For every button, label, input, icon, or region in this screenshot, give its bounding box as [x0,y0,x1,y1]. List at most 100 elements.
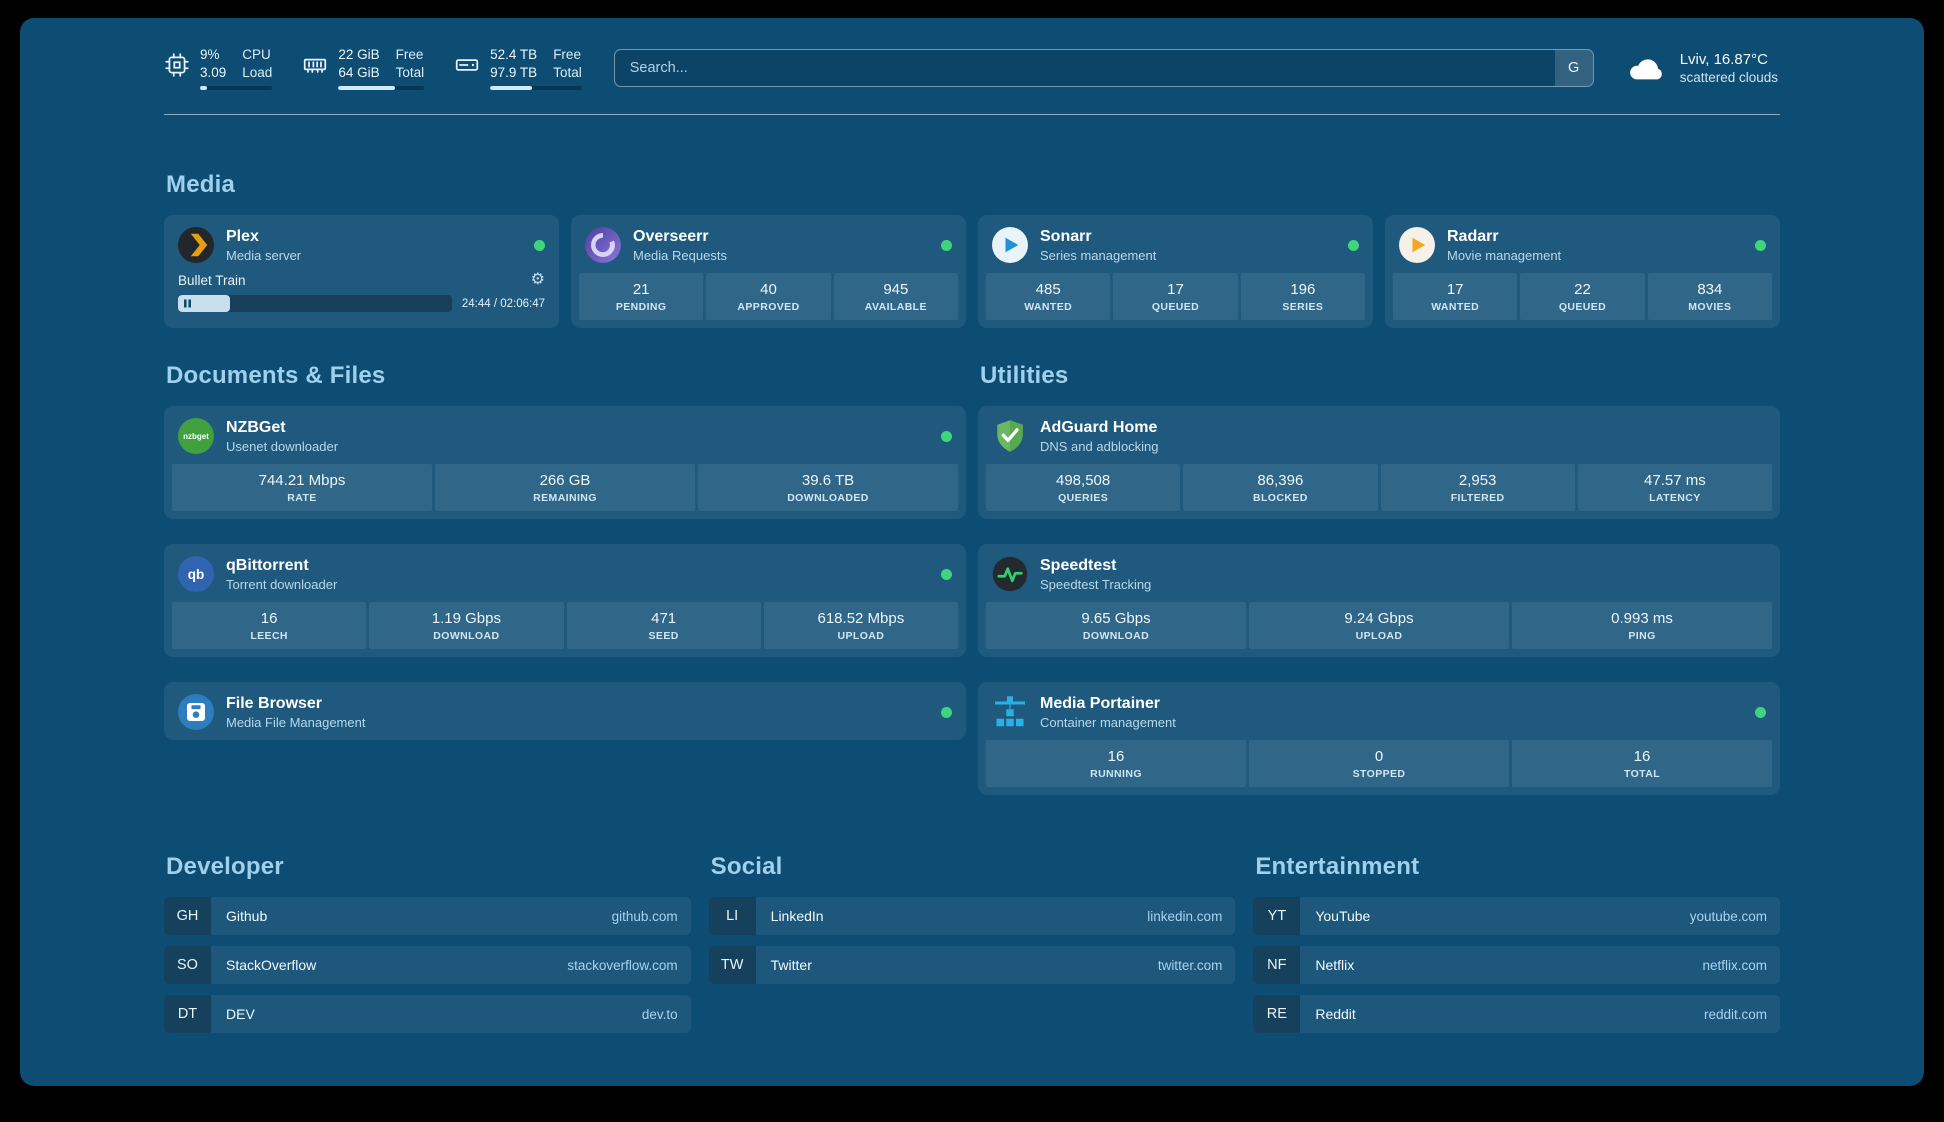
cloud-icon [1626,52,1668,84]
memory-widget: 22 GiB 64 GiB Free Total [302,46,425,91]
nzbget-icon: nzbget [178,418,214,455]
service-description: Series management [1040,247,1157,263]
service-name: Speedtest [1040,556,1117,574]
bookmark-linkedin[interactable]: LI LinkedIn linkedin.com [708,897,1236,936]
disk-progress-track [490,86,582,91]
bookmark-name: Reddit [1315,1006,1356,1023]
service-name: Overseerr [633,227,709,245]
stat-pending: 21 PENDING [579,273,704,321]
disk-progress-fill [490,86,533,91]
cpu-progress-track [200,86,273,91]
service-card-portainer[interactable]: Media Portainer Container management 16 R… [978,682,1780,796]
topbar: 9% 3.09 CPU Load [164,18,1780,91]
service-description: Container management [1040,714,1176,730]
stat-downloaded: 39.6 TB DOWNLOADED [698,464,958,512]
section-title-entertainment: Entertainment [1255,853,1420,881]
stat-approved: 40 APPROVED [706,273,831,321]
stat-download: 1.19 Gbps DOWNLOAD [369,602,564,650]
playback-time: 24:44 / 02:06:47 [461,297,545,310]
service-card-adguard[interactable]: AdGuard Home DNS and adblocking 498,508 Q… [978,406,1780,520]
service-card-speedtest[interactable]: Speedtest Speedtest Tracking 9.65 Gbps DO… [978,544,1780,658]
service-description: Movie management [1447,247,1562,263]
bookmark-url: stackoverflow.com [567,957,678,973]
service-card-qbittorrent[interactable]: qb qBittorrent Torrent downloader 16 LEEC… [164,544,966,658]
bookmark-netflix[interactable]: NF Netflix netflix.com [1253,946,1780,985]
bookmark-abbr: YT [1253,897,1301,936]
resource-widgets: 9% 3.09 CPU Load [164,46,582,91]
section-title-developer: Developer [166,853,284,881]
cpu-progress-fill [200,86,207,91]
section-title-media: Media [166,171,236,199]
bookmark-url: linkedin.com [1147,908,1223,924]
bookmark-abbr: DT [164,995,211,1034]
cpu-widget: 9% 3.09 CPU Load [164,46,273,91]
dashboard: 9% 3.09 CPU Load [20,18,1924,1086]
search-provider-button[interactable]: G [1554,50,1593,87]
service-card-overseerr[interactable]: Overseerr Media Requests 21 PENDING 40 APP… [571,215,966,329]
disk-icon [454,52,480,78]
bookmark-name: Netflix [1315,957,1355,974]
service-card-sonarr[interactable]: Sonarr Series management 485 WANTED 17 QUE… [978,215,1373,329]
memory-icon [302,52,328,78]
disk-total-value: 97.9 TB [490,64,538,80]
disk-widget: 52.4 TB 97.9 TB Free Total [454,46,582,91]
service-card-filebrowser[interactable]: File Browser Media File Management [164,682,966,741]
stat-running: 16 RUNNING [986,740,1246,788]
service-description: Media File Management [226,714,366,730]
service-card-plex[interactable]: Plex Media server Bullet Train ⚙ [164,215,559,329]
bookmark-name: StackOverflow [226,957,317,974]
bookmark-url: youtube.com [1689,908,1767,924]
playback-progress-fill [178,295,231,313]
bookmarks: Developer GH Github github.com SO StackO… [164,853,1780,1073]
bookmark-twitter[interactable]: TW Twitter twitter.com [708,946,1236,985]
bookmark-name: DEV [226,1006,255,1023]
status-dot [1755,239,1766,251]
bookmark-dev[interactable]: DT DEV dev.to [164,995,691,1034]
section-title-documents: Documents & Files [166,362,386,390]
bookmark-github[interactable]: GH Github github.com [164,897,691,936]
stat-seed: 471 SEED [566,602,761,650]
stat-available: 945 AVAILABLE [833,273,958,321]
service-card-nzbget[interactable]: nzbget NZBGet Usenet downloader 744.21 M… [164,406,966,520]
status-dot [941,706,952,718]
service-name: Plex [226,227,259,245]
bookmark-name: Twitter [770,957,812,974]
service-name: Sonarr [1040,227,1092,245]
stat-blocked: 86,396 BLOCKED [1183,464,1378,512]
pause-icon[interactable] [183,299,192,308]
service-description: Torrent downloader [226,576,338,592]
bookmark-group-social: Social LI LinkedIn linkedin.com TW Twitt… [708,853,1236,1033]
stat-queued: 22 QUEUED [1520,273,1645,321]
settings-icon[interactable]: ⚙ [530,271,545,289]
bookmark-youtube[interactable]: YT YouTube youtube.com [1253,897,1780,936]
bookmark-url: netflix.com [1702,957,1767,973]
cpu-load-value: 3.09 [200,64,227,80]
section-title-social: Social [710,853,783,881]
bookmark-stackoverflow[interactable]: SO StackOverflow stackoverflow.com [164,946,691,985]
memory-progress-fill [338,86,395,91]
service-description: Media Requests [633,247,727,263]
section-documents: Documents & Files nzbget NZBGet Usenet d… [164,362,966,741]
memory-free-value: 22 GiB [338,47,380,62]
bookmark-abbr: SO [164,946,211,985]
bookmark-group-entertainment: Entertainment YT YouTube youtube.com NF … [1253,853,1780,1034]
status-dot [1755,706,1766,718]
stat-series: 196 SERIES [1240,273,1365,321]
bookmark-reddit[interactable]: RE Reddit reddit.com [1253,995,1780,1034]
stat-latency: 47.57 ms LATENCY [1577,464,1772,512]
stat-remaining: 266 GB REMAINING [435,464,695,512]
status-dot [941,568,952,580]
adguard-icon [992,418,1028,454]
sonarr-icon [992,227,1028,264]
stat-wanted: 17 WANTED [1393,273,1518,321]
memory-progress-track [338,86,425,91]
search-input[interactable] [614,50,1555,87]
bookmark-abbr: NF [1253,946,1301,985]
bookmark-name: Github [226,908,268,925]
service-description: Speedtest Tracking [1040,576,1152,592]
stat-movies: 834 MOVIES [1647,273,1772,321]
service-card-radarr[interactable]: Radarr Movie management 17 WANTED 22 QUEUE… [1385,215,1780,329]
weather-condition: scattered clouds [1679,70,1778,86]
bookmark-url: dev.to [641,1006,678,1022]
bookmark-url: twitter.com [1157,957,1223,973]
